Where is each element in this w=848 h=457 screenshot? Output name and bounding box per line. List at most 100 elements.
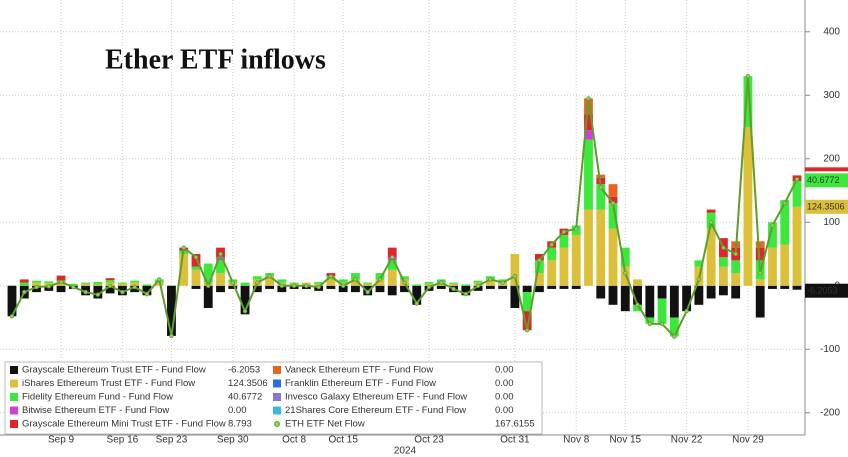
legend-value: 124.3506	[228, 378, 268, 389]
legend-swatch	[10, 379, 18, 388]
bar-segment	[510, 254, 520, 286]
net-flow-point	[377, 277, 383, 282]
bar-segment	[387, 269, 397, 286]
net-flow-point	[586, 96, 591, 101]
bar-segment	[412, 284, 422, 286]
bar-segment	[387, 285, 397, 296]
net-flow-point	[414, 301, 419, 306]
value-tag	[805, 167, 848, 172]
bar-segment	[400, 285, 409, 293]
bar-segment	[351, 279, 360, 286]
legend-label: Fidelity Ethereum Fund - Fund Flow	[22, 392, 173, 403]
bar-segment	[277, 279, 287, 283]
bar-segment	[571, 285, 581, 289]
legend-swatch	[10, 406, 18, 415]
bar-segment	[608, 203, 618, 229]
bar-segment	[56, 275, 66, 281]
y-tick-label: 400	[823, 26, 840, 37]
legend-value: 0.00	[495, 392, 514, 403]
value-tag-label: -6.2053	[807, 286, 838, 296]
bar-segment	[706, 285, 716, 299]
bar-segment	[669, 317, 679, 337]
bar-segment	[596, 209, 606, 286]
legend-label: iShares Ethereum Trust ETF - Fund Flow	[22, 378, 195, 389]
net-flow-point	[353, 277, 358, 282]
net-flow-point	[475, 283, 481, 288]
net-flow-point	[770, 223, 775, 228]
bar-segment	[105, 280, 115, 283]
bar-segment	[142, 285, 152, 296]
bar-segment	[522, 292, 532, 312]
net-flow-point	[733, 251, 738, 257]
bar-segment	[547, 260, 557, 286]
x-tick-label: Nov 15	[609, 435, 641, 446]
net-flow-point	[524, 328, 530, 333]
net-flow-point	[610, 201, 616, 206]
bar-segment	[44, 281, 54, 284]
net-flow-point	[242, 308, 248, 314]
bar-segment	[68, 283, 78, 286]
bar-segment	[375, 273, 385, 280]
bar-segment	[277, 285, 287, 293]
net-flow-point	[304, 283, 309, 288]
y-tick-label: -200	[820, 407, 840, 418]
y-tick-label: 200	[823, 153, 840, 164]
bar-segment	[706, 209, 716, 213]
bar-segment	[485, 279, 495, 286]
net-flow-point	[745, 74, 751, 79]
legend-label: 21Shares Core Ethereum ETF - Fund Flow	[285, 405, 466, 416]
x-tick-label: Sep 23	[156, 435, 188, 446]
bar-segment	[191, 266, 201, 270]
bar-segment	[645, 317, 655, 324]
net-flow-point	[156, 277, 162, 282]
bar-segment	[216, 285, 225, 293]
bar-segment	[510, 285, 520, 308]
bar-segment	[718, 285, 728, 296]
bar-segment	[7, 285, 17, 317]
bar-segment	[731, 260, 741, 274]
net-flow-point	[623, 270, 628, 276]
net-flow-point	[512, 274, 518, 279]
bar-segment	[473, 285, 483, 291]
legend-swatch	[273, 393, 281, 401]
bar-segment	[252, 285, 262, 293]
bar-segment	[780, 244, 790, 286]
bar-segment	[768, 285, 777, 289]
bar-segment	[584, 114, 593, 131]
legend-label: Grayscale Ethereum Trust ETF - Fund Flow	[22, 365, 206, 376]
legend-value: 0.00	[495, 365, 514, 376]
bar-segment	[743, 76, 753, 128]
net-flow-point	[647, 321, 653, 327]
bar-segment	[400, 276, 409, 280]
bar-segment	[584, 139, 593, 210]
legend-swatch	[273, 379, 281, 388]
x-axis-year: 2024	[394, 446, 417, 457]
bar-segment	[436, 285, 446, 289]
bar-segment	[105, 278, 115, 281]
x-tick-label: Sep 30	[217, 435, 249, 446]
legend-label: Grayscale Ethereum Mini Trust ETF - Fund…	[22, 419, 226, 430]
bar-segment	[498, 285, 508, 289]
bar-segment	[731, 285, 741, 299]
bar-segment	[768, 247, 777, 286]
legend-value: 167.6155	[495, 419, 535, 430]
legend-swatch	[273, 406, 281, 415]
bar-segment	[265, 285, 274, 289]
legend-label: Invesco Galaxy Ethereum ETF - Fund Flow	[285, 392, 467, 403]
bar-segment	[608, 196, 618, 204]
bar-segment	[596, 174, 606, 178]
x-tick-label: Nov 29	[732, 435, 764, 446]
net-flow-point	[426, 284, 432, 290]
bar-segment	[755, 285, 765, 318]
bar-segment	[326, 279, 336, 286]
net-flow-point	[107, 283, 113, 288]
bar-segment	[93, 284, 103, 286]
bar-segment	[32, 280, 41, 283]
bar-segment	[682, 285, 692, 312]
net-flow-point	[561, 229, 567, 234]
net-flow-point	[390, 254, 395, 260]
bar-segment	[154, 282, 164, 286]
bar-segment	[608, 285, 618, 305]
net-flow-point	[46, 284, 51, 289]
